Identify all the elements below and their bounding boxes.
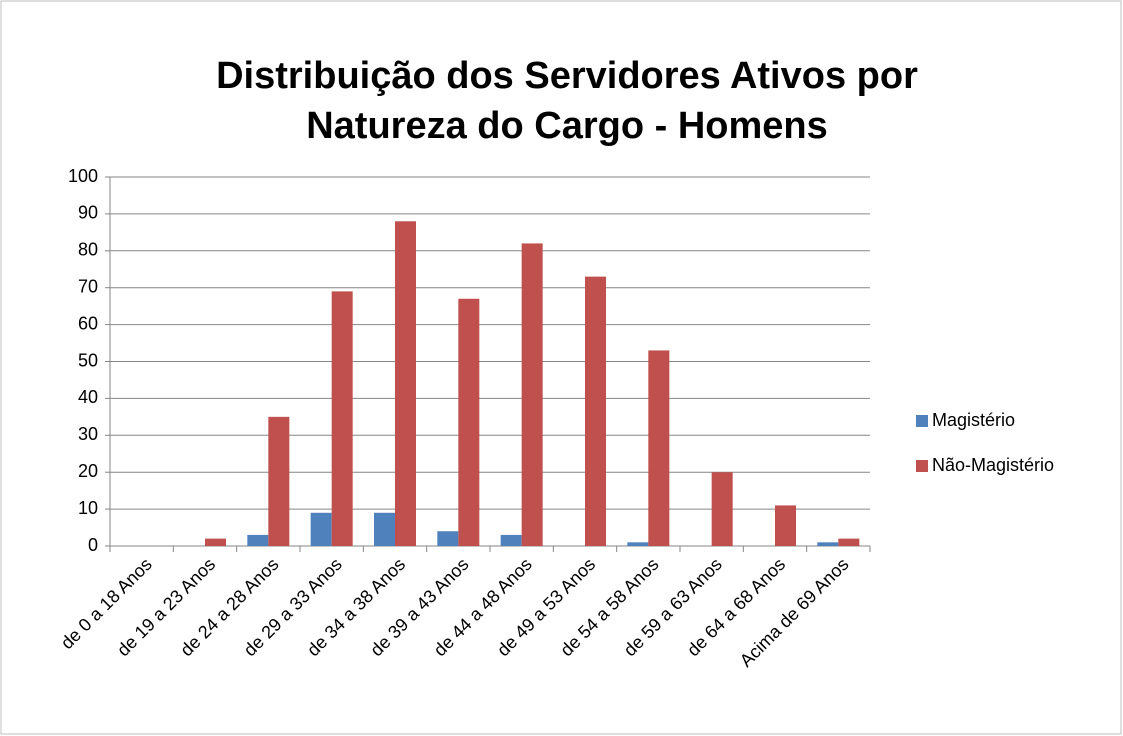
y-tick-label: 30	[78, 424, 98, 444]
bar	[205, 538, 226, 546]
y-tick-label: 60	[78, 313, 98, 333]
bar	[521, 243, 543, 547]
y-tick-label: 40	[78, 387, 98, 407]
y-tick-label: 70	[78, 276, 98, 296]
bar	[437, 531, 459, 546]
bar	[585, 276, 606, 546]
bar	[775, 505, 796, 546]
y-tick-label: 0	[88, 535, 98, 555]
y-tick-label: 90	[78, 203, 98, 223]
bar	[838, 538, 860, 546]
chart-title: Natureza do Cargo - Homens	[306, 105, 828, 147]
bar	[331, 291, 353, 546]
y-tick-label: 80	[78, 240, 98, 260]
bar	[374, 512, 395, 546]
bar	[395, 221, 416, 546]
y-tick-label: 10	[78, 498, 98, 518]
bar	[817, 542, 839, 546]
bar	[648, 350, 670, 546]
y-tick-label: 20	[78, 461, 98, 481]
legend-swatch	[916, 415, 928, 427]
y-tick-label: 100	[68, 166, 98, 186]
bar	[247, 534, 269, 546]
legend-swatch	[916, 460, 928, 472]
chart-title: Distribuição dos Servidores Ativos por	[216, 55, 918, 97]
y-tick-label: 50	[78, 350, 98, 370]
bar	[310, 512, 332, 546]
legend-label: Não-Magistério	[932, 455, 1054, 475]
bar	[627, 542, 649, 546]
legend-label: Magistério	[932, 410, 1015, 430]
bar	[268, 416, 290, 546]
bar	[711, 472, 733, 546]
bar	[458, 298, 480, 546]
bar	[500, 534, 522, 546]
